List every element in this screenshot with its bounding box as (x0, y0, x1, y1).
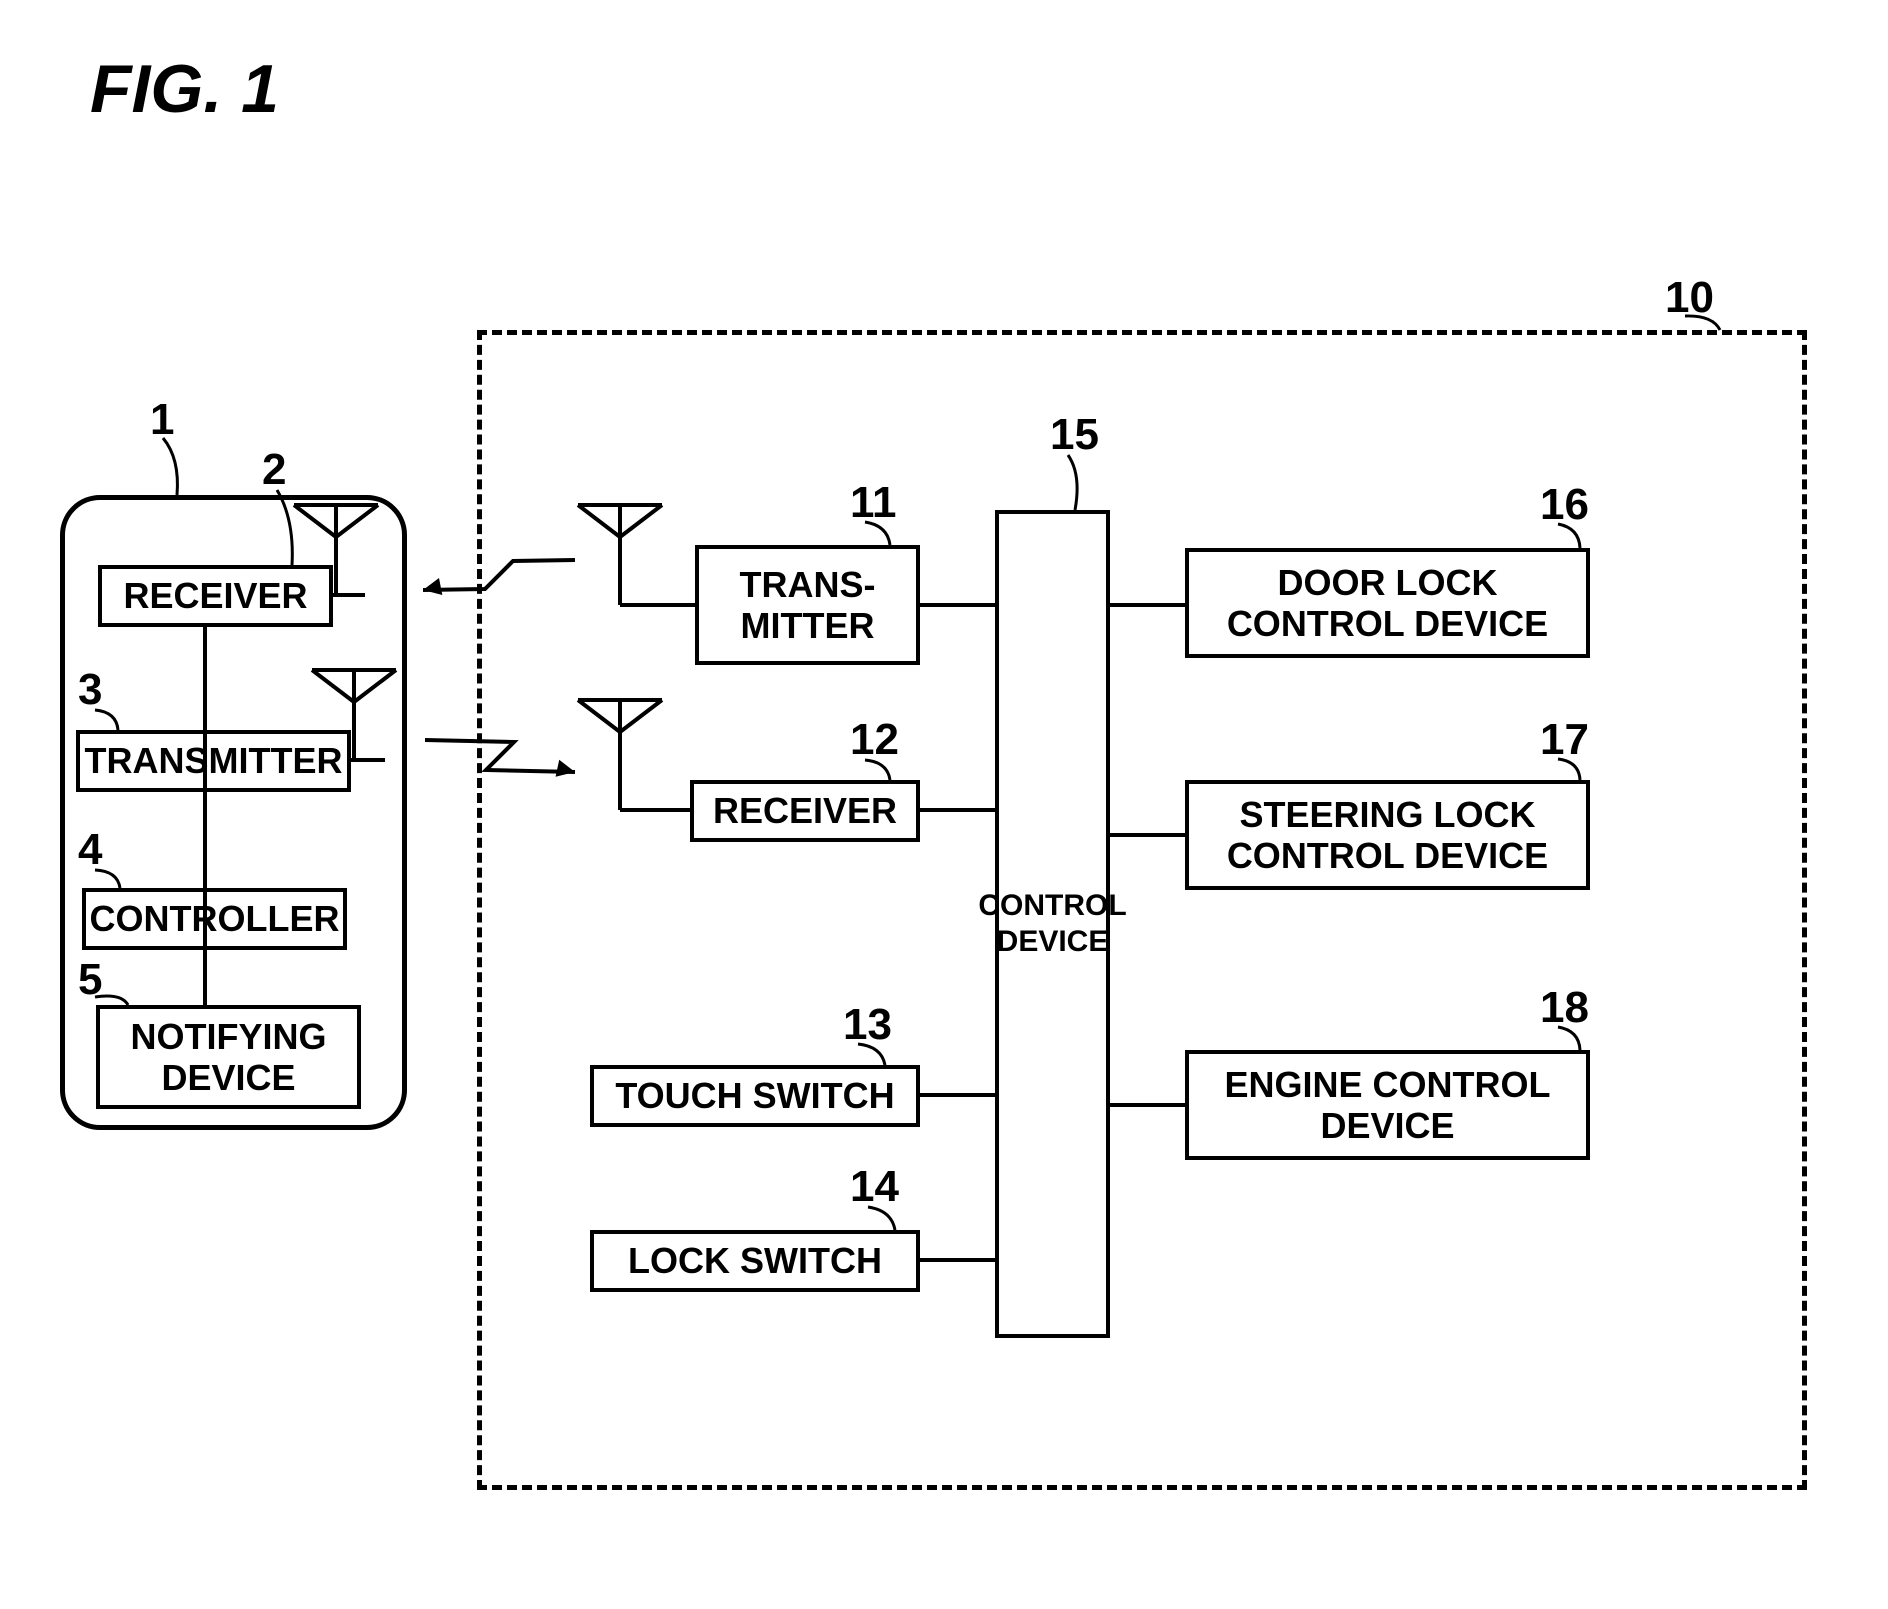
diagram-canvas: FIG. 1 RECEIVER TRANSMITTER CONTROLLER N… (0, 0, 1888, 1609)
ref-label-15: 15 (1050, 410, 1099, 460)
ref-label-12: 12 (850, 715, 899, 765)
ref-label-11: 11 (850, 478, 897, 528)
ref-label-2: 2 (262, 445, 286, 495)
vehicle-steering-lock-block: STEERING LOCKCONTROL DEVICE (1185, 780, 1590, 890)
ref-label-18: 18 (1540, 983, 1589, 1033)
ref-label-16: 16 (1540, 480, 1589, 530)
vehicle-transmitter-label: TRANS-MITTER (740, 564, 876, 647)
vehicle-door-lock-label: DOOR LOCKCONTROL DEVICE (1227, 562, 1548, 645)
vehicle-engine-control-label: ENGINE CONTROLDEVICE (1224, 1064, 1550, 1147)
vehicle-receiver-block: RECEIVER (690, 780, 920, 842)
ref-label-4: 4 (78, 825, 102, 875)
key-receiver-label: RECEIVER (123, 575, 307, 616)
ref-label-14: 14 (850, 1162, 899, 1212)
key-transmitter-label: TRANSMITTER (85, 740, 343, 781)
key-controller-block: CONTROLLER (82, 888, 347, 950)
ref-label-13: 13 (843, 1000, 892, 1050)
key-notify-label: NOTIFYINGDEVICE (131, 1016, 327, 1099)
ref-label-17: 17 (1540, 715, 1589, 765)
figure-title: FIG. 1 (90, 50, 279, 128)
key-transmitter-block: TRANSMITTER (76, 730, 351, 792)
ref-label-3: 3 (78, 665, 102, 715)
vehicle-steering-lock-label: STEERING LOCKCONTROL DEVICE (1227, 794, 1548, 877)
vehicle-lock-switch-block: LOCK SWITCH (590, 1230, 920, 1292)
vehicle-control-device-label: CONTROLDEVICE (978, 888, 1126, 960)
vehicle-touch-switch-block: TOUCH SWITCH (590, 1065, 920, 1127)
key-notify-block: NOTIFYINGDEVICE (96, 1005, 361, 1109)
vehicle-device-container (477, 330, 1807, 1490)
vehicle-touch-switch-label: TOUCH SWITCH (615, 1075, 894, 1116)
key-controller-label: CONTROLLER (90, 898, 340, 939)
ref-label-1: 1 (150, 395, 174, 445)
vehicle-door-lock-block: DOOR LOCKCONTROL DEVICE (1185, 548, 1590, 658)
vehicle-lock-switch-label: LOCK SWITCH (628, 1240, 882, 1281)
vehicle-control-device-block: CONTROLDEVICE (995, 510, 1110, 1338)
vehicle-receiver-label: RECEIVER (713, 790, 897, 831)
key-receiver-block: RECEIVER (98, 565, 333, 627)
ref-label-5: 5 (78, 955, 102, 1005)
vehicle-transmitter-block: TRANS-MITTER (695, 545, 920, 665)
ref-label-10: 10 (1665, 273, 1714, 323)
vehicle-engine-control-block: ENGINE CONTROLDEVICE (1185, 1050, 1590, 1160)
